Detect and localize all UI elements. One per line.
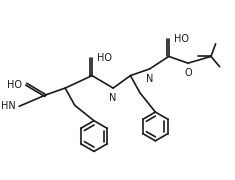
Text: O: O — [184, 68, 192, 78]
Text: N: N — [146, 74, 153, 84]
Text: HO: HO — [174, 34, 189, 44]
Text: HO: HO — [7, 80, 22, 90]
Text: HO: HO — [97, 53, 112, 63]
Text: N: N — [110, 93, 117, 103]
Text: HN: HN — [0, 101, 15, 111]
